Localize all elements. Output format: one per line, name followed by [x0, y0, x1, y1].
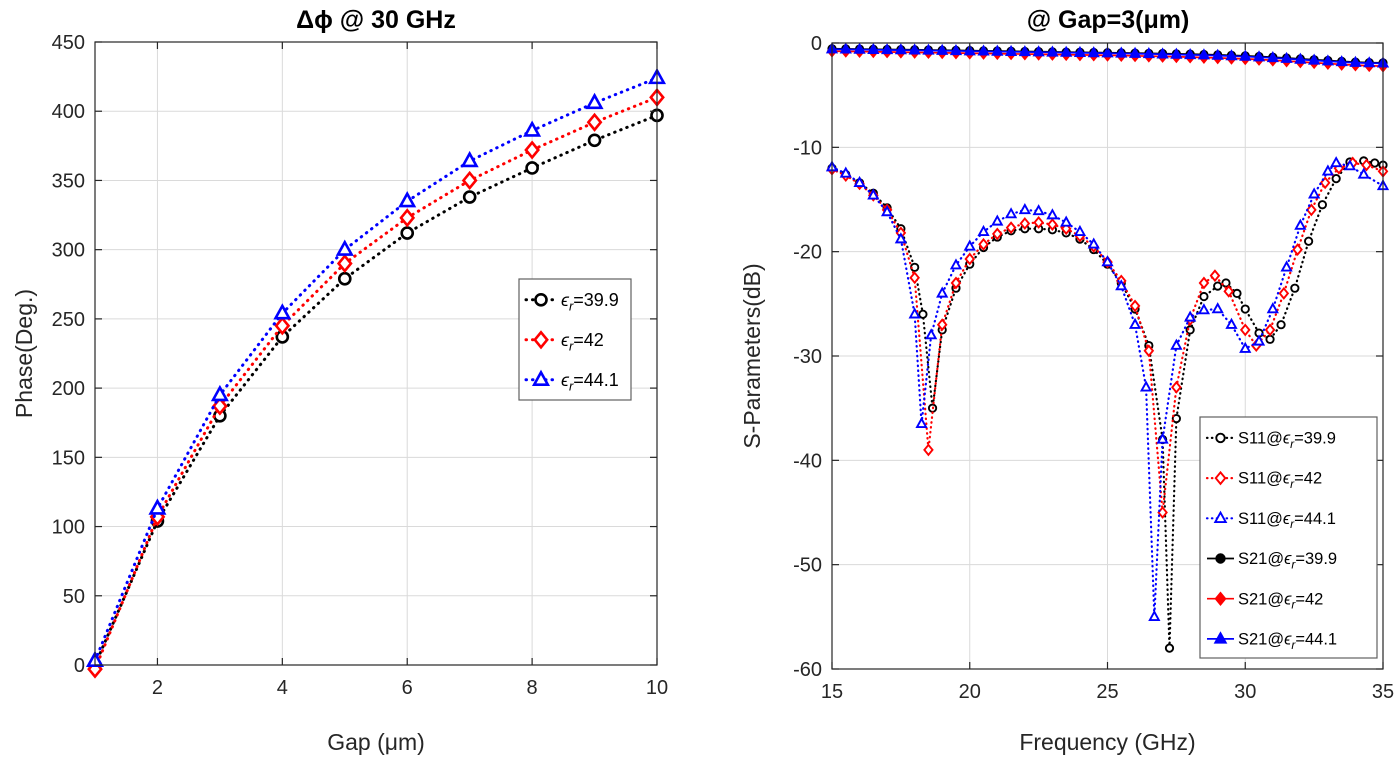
sparams-chart-series-S11-er-44.1-markers [825, 156, 1390, 622]
phase-chart-series-er-42-line [93, 95, 659, 671]
phase-chart-ytick-400: 400 [52, 101, 85, 123]
phase-chart-series-er-44.1 [85, 67, 667, 668]
phase-chart-xtick-10: 10 [646, 677, 668, 699]
sparams-chart-xtick-20: 20 [959, 681, 981, 703]
sparams-chart-legend-item-S21-er-39.9: S21@ϵr=39.9 [1207, 550, 1337, 571]
sparams-chart-legend-label-S21-er-39.9: S21@ϵr=39.9 [1238, 550, 1337, 571]
phase-chart-legend-label-er-39.9: ϵr=39.9 [561, 290, 619, 314]
sparams-chart-legend-box [1199, 416, 1378, 659]
phase-chart-ytick-200: 200 [52, 378, 85, 400]
phase-chart-legend-item-er-44.1: ϵr=44.1 [524, 369, 619, 394]
sparams-chart-ytick--30: -30 [793, 346, 822, 368]
phase-chart-ytick-300: 300 [52, 240, 85, 262]
sparams-chart-legend-item-S21-er-44.1: S21@ϵr=44.1 [1207, 631, 1337, 652]
phase-chart-xlabel: Gap (μm) [327, 729, 425, 755]
phase-chart-legend-label-er-42: ϵr=42 [561, 330, 604, 354]
sparams-chart-ytick--60: -60 [793, 659, 822, 681]
sparams-chart-legend-label-S11-er-42: S11@ϵr=42 [1238, 470, 1322, 491]
sparams-chart-legend-item-S11-er-42: S11@ϵr=42 [1205, 470, 1322, 491]
sparams-chart-xtick-25: 25 [1096, 681, 1118, 703]
phase-chart-title: Δϕ @ 30 GHz [296, 6, 456, 34]
phase-chart-ytick-350: 350 [52, 170, 85, 192]
sparams-chart-legend-label-S11-er-44.1: S11@ϵr=44.1 [1238, 510, 1336, 531]
phase-chart-ytick-450: 450 [52, 32, 85, 54]
sparams-chart-legend-item-S11-er-39.9: S11@ϵr=39.9 [1205, 430, 1336, 451]
sparams-chart-legend-item-S11-er-44.1: S11@ϵr=44.1 [1205, 510, 1336, 531]
sparams-chart-legend: S11@ϵr=39.9 S11@ϵr=42 S11@ϵr=44.1 S21@ϵr=39… [1199, 416, 1378, 659]
sparams-chart-ytick-0: 0 [811, 33, 822, 55]
phase-chart-xtick-4: 4 [277, 677, 288, 699]
sparams-chart-ytick--50: -50 [793, 555, 822, 577]
sparams-chart-ytick--20: -20 [793, 242, 822, 264]
phase-chart-xtick-6: 6 [402, 677, 413, 699]
sparams-chart-ytick--10: -10 [793, 137, 822, 159]
sparams-chart-series-S21-er-44.1 [825, 42, 1390, 68]
phase-chart-ylabel: Phase(Deg.) [11, 289, 37, 418]
sparams-chart-xtick-35: 35 [1372, 681, 1394, 703]
phase-chart-ytick-250: 250 [52, 309, 85, 331]
phase-chart-grid [95, 42, 657, 665]
sparams-chart: 15 20 25 30 35 -60 -50 -40 -30 -20 -10 0 Frequency (… [739, 6, 1394, 755]
phase-chart-ytick-0: 0 [74, 655, 85, 677]
phase-chart-series-er-44.1-markers [85, 67, 667, 668]
phase-chart-legend-item-er-39.9: ϵr=39.9 [524, 290, 619, 314]
sparams-chart-ylabel: S-Parameters(dB) [739, 263, 765, 448]
sparams-chart-xlabel: Frequency (GHz) [1019, 729, 1195, 755]
phase-chart-legend-item-er-42: ϵr=42 [524, 330, 604, 354]
sparams-chart-series-S21-er-44.1-markers [825, 42, 1390, 68]
phase-chart-xtick-2: 2 [152, 677, 163, 699]
phase-chart-legend: ϵr=39.9 ϵr=42 ϵr=44.1 [518, 278, 632, 401]
phase-chart-ytick-150: 150 [52, 447, 85, 469]
sparams-chart-legend-label-S21-er-44.1: S21@ϵr=44.1 [1238, 631, 1337, 652]
phase-chart-legend-label-er-44.1: ϵr=44.1 [561, 370, 619, 394]
sparams-chart-series-S11-er-44.1 [825, 156, 1390, 622]
phase-chart-xtick-8: 8 [527, 677, 538, 699]
sparams-chart-ytick--40: -40 [793, 450, 822, 472]
sparams-chart-xtick-30: 30 [1234, 681, 1256, 703]
phase-chart-series-er-44.1-line [93, 76, 659, 663]
sparams-chart-tick-labels: 15 20 25 30 35 -60 -50 -40 -30 -20 -10 0 [793, 33, 1394, 703]
phase-chart-axes [94, 41, 658, 666]
sparams-chart-legend-label-S21-er-42: S21@ϵr=42 [1238, 590, 1323, 611]
phase-chart-ytick-100: 100 [52, 517, 85, 539]
sparams-chart-legend-label-S11-er-39.9: S11@ϵr=39.9 [1238, 430, 1336, 451]
phase-chart-ytick-50: 50 [63, 586, 85, 608]
sparams-chart-title: @ Gap=3(μm) [1027, 6, 1190, 34]
sparams-chart-legend-item-S21-er-42: S21@ϵr=42 [1207, 590, 1323, 612]
sparams-chart-xtick-15: 15 [821, 681, 843, 703]
